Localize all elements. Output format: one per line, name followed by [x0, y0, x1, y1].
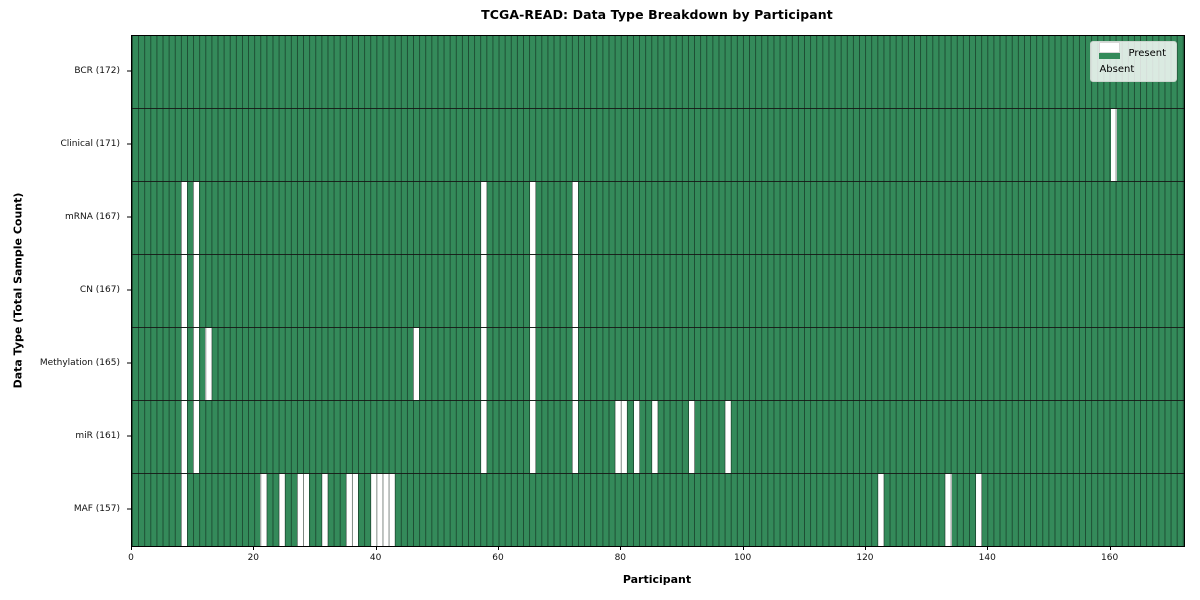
absent-cell	[193, 182, 200, 254]
absent-cell	[193, 328, 200, 400]
y-tick-mark	[127, 216, 131, 218]
y-tick-label: Methylation (165)	[39, 357, 120, 368]
absent-cell	[572, 401, 579, 473]
heatmap-row	[132, 400, 1184, 473]
y-tick-label: BCR (172)	[74, 66, 120, 77]
y-tick-mark	[127, 508, 131, 510]
heatmap-row	[132, 181, 1184, 254]
x-tick-label: 160	[1101, 553, 1119, 563]
absent-cell	[529, 401, 536, 473]
y-tick-mark	[127, 70, 131, 72]
x-tick-label: 80	[614, 553, 627, 563]
y-tick-mark	[127, 435, 131, 437]
absent-cell	[621, 401, 628, 473]
absent-cell	[480, 255, 487, 327]
y-tick-label: CN (167)	[79, 285, 120, 295]
absent-cell	[651, 401, 658, 473]
absent-cell	[180, 328, 188, 400]
absent-cell	[480, 401, 487, 473]
x-tick-mark	[742, 546, 744, 550]
absent-cell	[193, 255, 200, 327]
legend-swatch-absent	[1099, 42, 1121, 53]
absent-cell	[180, 401, 188, 473]
absent-cell	[1110, 109, 1117, 181]
absent-cell	[529, 182, 536, 254]
absent-cell	[529, 255, 536, 327]
absent-cell	[480, 328, 487, 400]
absent-cell	[480, 182, 487, 254]
legend-label: Absent	[1099, 64, 1135, 75]
y-tick-label: MAF (157)	[73, 503, 120, 514]
absent-cell	[725, 401, 732, 473]
absent-cell	[572, 255, 579, 327]
y-tick-label: miR (161)	[75, 430, 120, 441]
x-tick-mark	[864, 546, 866, 550]
heatmap-row	[132, 473, 1184, 546]
absent-cell	[572, 182, 579, 254]
rows-container	[132, 36, 1184, 546]
legend: Present Absent	[1090, 41, 1177, 82]
absent-cell	[572, 328, 579, 400]
y-tick-mark	[127, 143, 131, 145]
absent-cell	[303, 474, 310, 546]
absent-cell	[388, 474, 395, 546]
x-axis-title: Participant	[622, 573, 692, 586]
absent-cell	[945, 474, 952, 546]
x-tick-label: 0	[128, 553, 134, 563]
absent-cell	[878, 474, 885, 546]
x-tick-label: 120	[856, 553, 874, 563]
x-tick-mark	[253, 546, 255, 550]
x-axis: 0 20 40 60 80 100 120 140 160	[128, 546, 1183, 572]
legend-label: Present	[1128, 48, 1166, 59]
absent-cell	[529, 328, 536, 400]
x-tick-mark	[1109, 546, 1111, 550]
y-axis-labels: BCR (172) Clinical (171) mRNA (167) CN (167…	[0, 35, 131, 545]
absent-cell	[260, 474, 267, 546]
absent-cell	[633, 401, 640, 473]
absent-cell	[278, 474, 285, 546]
heatmap-row	[132, 36, 1184, 108]
heatmap-row	[132, 254, 1184, 327]
y-tick-label: mRNA (167)	[65, 212, 120, 223]
absent-cell	[180, 255, 188, 327]
x-tick-mark	[375, 546, 377, 550]
y-tick-label: Clinical (171)	[60, 139, 120, 150]
y-tick-mark	[127, 362, 131, 364]
x-tick-mark	[497, 546, 499, 550]
y-tick-mark	[127, 289, 131, 291]
absent-cell	[205, 328, 212, 400]
x-tick-label: 100	[734, 553, 752, 563]
absent-cell	[688, 401, 695, 473]
absent-cell	[193, 401, 200, 473]
absent-cell	[413, 328, 420, 400]
absent-cell	[352, 474, 359, 546]
absent-cell	[180, 474, 188, 546]
chart-title: TCGA-READ: Data Type Breakdown by Partic…	[481, 7, 833, 22]
absent-cell	[321, 474, 328, 546]
heatmap-row	[132, 108, 1184, 181]
absent-cell	[180, 182, 188, 254]
x-tick-label: 60	[492, 553, 504, 563]
x-tick-mark	[987, 546, 989, 550]
x-tick-label: 140	[978, 553, 996, 563]
heatmap-row	[132, 327, 1184, 400]
legend-entry: Absent	[1099, 42, 1166, 75]
x-tick-label: 20	[247, 553, 260, 563]
plot-area: Present Absent	[131, 35, 1185, 547]
absent-cell	[976, 474, 983, 546]
x-tick-label: 40	[369, 553, 382, 563]
x-tick-mark	[131, 546, 132, 550]
x-tick-mark	[620, 546, 622, 550]
